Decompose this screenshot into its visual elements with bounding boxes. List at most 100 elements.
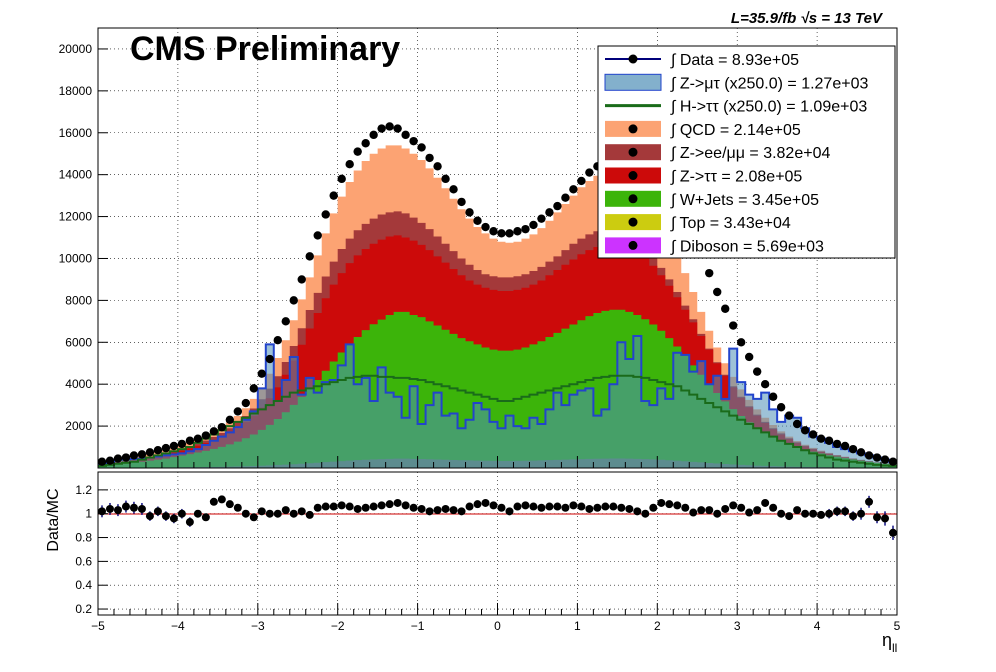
ratio-y-tick-label: 0.6 [75, 554, 92, 568]
y-tick-label: 14000 [59, 168, 93, 182]
ratio-point [561, 503, 570, 512]
data-point [113, 454, 123, 463]
ratio-point [449, 506, 458, 515]
ratio-point [889, 528, 898, 537]
data-point [872, 453, 882, 462]
ratio-point [585, 504, 594, 513]
data-point [705, 268, 714, 278]
ratio-point [601, 502, 610, 511]
ratio-point [849, 512, 858, 521]
ratio-point [537, 503, 546, 512]
ratio-point [625, 504, 634, 513]
data-point [744, 352, 754, 362]
ratio-point [697, 506, 706, 515]
ratio-point [241, 509, 250, 518]
ratio-point [425, 507, 434, 516]
y-tick-label: 10000 [59, 251, 93, 265]
ratio-y-tick-label: 0.8 [75, 531, 92, 545]
cms-title: CMS Preliminary [130, 30, 400, 68]
data-point [713, 287, 722, 297]
ratio-point [593, 503, 602, 512]
ratio-point [529, 502, 538, 511]
ratio-point [609, 502, 618, 511]
data-point [249, 384, 259, 393]
ratio-point [265, 509, 274, 518]
ratio-point [521, 501, 530, 510]
ratio-point [761, 498, 770, 507]
legend-entry-zll: ∫ Z->ee/μμ = 3.82e+04 [605, 144, 830, 162]
ratio-point [497, 503, 506, 512]
data-point [768, 392, 778, 401]
data-point [241, 398, 251, 408]
legend-entry-signal_zmt: ∫ Z->μτ (x250.0) = 1.27e+03 [604, 73, 868, 92]
data-point [409, 136, 418, 146]
data-point [169, 441, 179, 451]
data-point [233, 407, 243, 416]
data-point [281, 317, 290, 326]
ratio-point [737, 503, 746, 512]
ratio-point [713, 509, 722, 518]
legend-marker [628, 217, 638, 227]
legend-marker [628, 171, 638, 180]
data-point [569, 185, 578, 194]
ratio-point [457, 507, 466, 516]
ratio-point [209, 497, 218, 506]
ratio-point [433, 506, 442, 515]
legend-entry-wjets: ∫ W+Jets = 3.45e+05 [605, 190, 819, 209]
data-point [377, 124, 386, 133]
x-tick-label: 3 [734, 619, 741, 633]
ratio-point [873, 513, 882, 522]
ratio-point [257, 507, 266, 516]
ratio-point [705, 506, 714, 515]
ratio-ylabel: Data/MC [45, 488, 62, 551]
data-point [513, 227, 522, 236]
x-tick-label: 4 [814, 619, 821, 633]
ratio-point [681, 503, 690, 512]
data-point [585, 168, 594, 177]
data-point [481, 222, 490, 232]
ratio-point [289, 509, 298, 518]
ratio-point [689, 508, 698, 517]
signal-htt-line [98, 374, 897, 467]
data-point [489, 227, 498, 236]
data-point [305, 252, 314, 261]
data-point [721, 304, 730, 313]
data-point [161, 443, 171, 453]
data-point [840, 441, 850, 451]
data-point [856, 448, 866, 457]
data-point [449, 185, 458, 194]
ratio-point [281, 506, 290, 515]
data-point [385, 122, 394, 131]
data-point [864, 451, 874, 460]
x-axis-label: ηll [882, 630, 897, 655]
ratio-point [409, 503, 418, 512]
ratio-axes: 0.2 0.4 0.6 0.8 1 1.2 −5 −4 −3 −2 −1 0 1 2 3 4 5 [75, 483, 900, 633]
data-point [800, 426, 810, 435]
ratio-y-tick-label: 1 [85, 507, 92, 521]
ratio-point [321, 502, 330, 511]
ratio-point [729, 501, 738, 510]
ratio-point [673, 501, 682, 510]
ratio-point [297, 507, 306, 516]
legend-entry-diboson: ∫ Diboson = 5.69e+03 [605, 237, 824, 255]
data-point [209, 427, 219, 436]
signal-zmt-line [98, 335, 897, 466]
ratio-grid [97, 472, 898, 615]
legend-label: ∫ QCD = 2.14e+05 [670, 122, 801, 139]
ratio-point [513, 502, 522, 511]
x-tick-label: 5 [894, 619, 901, 633]
data-point [752, 367, 762, 376]
data-point [137, 450, 147, 459]
y-tick-label: 4000 [65, 377, 92, 391]
x-tick-label: −1 [411, 619, 425, 633]
legend-label: ∫ Z->μτ (x250.0) = 1.27e+03 [670, 75, 868, 92]
data-point [521, 224, 530, 234]
data-point [369, 130, 378, 140]
ratio-points [97, 495, 898, 540]
ratio-point [185, 518, 194, 527]
ratio-point [881, 514, 890, 523]
ratio-point [305, 510, 314, 519]
data-point [345, 159, 354, 169]
data-point [473, 216, 482, 225]
